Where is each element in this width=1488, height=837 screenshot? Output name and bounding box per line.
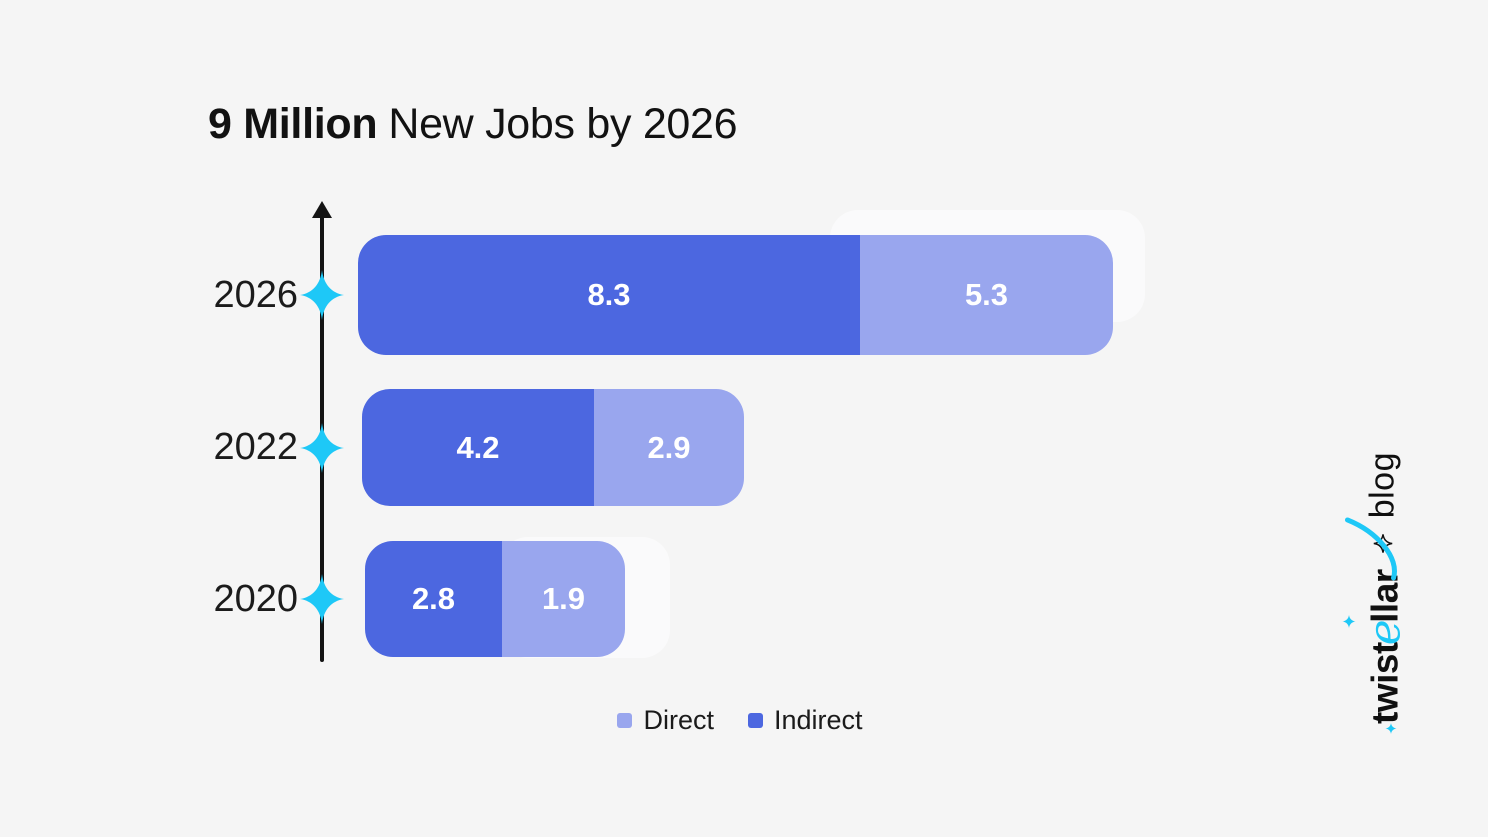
stacked-bar-2022: 4.2 2.9 xyxy=(362,389,744,506)
chart-legend: Direct Indirect xyxy=(450,705,1030,736)
brand-wordmark: twistellar xyxy=(1342,517,1411,734)
timeline-arrow-up-icon xyxy=(312,201,332,218)
legend-swatch-direct xyxy=(617,713,633,728)
bar-segment-indirect: 8.3 xyxy=(358,235,860,355)
blog-label: blog xyxy=(1363,452,1402,519)
year-label: 2026 xyxy=(213,273,298,316)
title-bold-part: 9 Million xyxy=(208,100,378,148)
bar-segment-direct: 1.9 xyxy=(502,541,625,657)
segment-value: 8.3 xyxy=(587,277,631,312)
segment-value: 1.9 xyxy=(541,581,586,616)
sparkle-marker-icon xyxy=(300,422,344,473)
title-regular-part: New Jobs by 2026 xyxy=(388,100,738,148)
mini-sparkle-icon xyxy=(1385,722,1397,734)
mini-sparkle-icon xyxy=(1342,614,1356,628)
legend-item-direct: Direct xyxy=(617,705,714,736)
chart-row-2026: 2026 8.3 5.3 xyxy=(0,235,1488,355)
bar-segment-direct: 5.3 xyxy=(860,235,1113,355)
legend-swatch-indirect xyxy=(747,713,763,728)
brand-suffix: llar xyxy=(1364,569,1406,623)
chart-row-2022: 2022 4.2 2.9 xyxy=(0,389,1488,506)
stacked-bar-2026: 8.3 5.3 xyxy=(358,235,1113,355)
legend-item-indirect: Indirect xyxy=(747,705,863,736)
legend-label: Direct xyxy=(643,705,714,735)
year-label: 2022 xyxy=(213,426,298,468)
segment-value: 4.2 xyxy=(456,429,500,465)
sparkle-marker-icon xyxy=(300,270,344,320)
bar-segment-direct: 2.9 xyxy=(594,389,744,506)
brand-accent-e: e xyxy=(1359,619,1411,646)
year-label: 2020 xyxy=(213,577,298,620)
bar-segment-indirect: 4.2 xyxy=(362,389,594,506)
segment-value: 2.8 xyxy=(411,581,456,616)
segment-value: 2.9 xyxy=(647,429,691,465)
legend-label: Indirect xyxy=(773,705,863,735)
page-title: 9 Million New Jobs by 2026 xyxy=(208,98,738,150)
brand-prefix: twist xyxy=(1364,642,1406,724)
segment-value: 5.3 xyxy=(964,277,1009,312)
twistellar-blog-logo: twistellar blog xyxy=(1342,452,1411,734)
four-point-star-icon xyxy=(1373,534,1393,554)
sparkle-marker-icon xyxy=(300,574,344,624)
chart-row-2020: 2020 2.8 1.9 xyxy=(0,541,1488,657)
bar-segment-indirect: 2.8 xyxy=(365,541,502,657)
stacked-bar-2020: 2.8 1.9 xyxy=(365,541,625,657)
